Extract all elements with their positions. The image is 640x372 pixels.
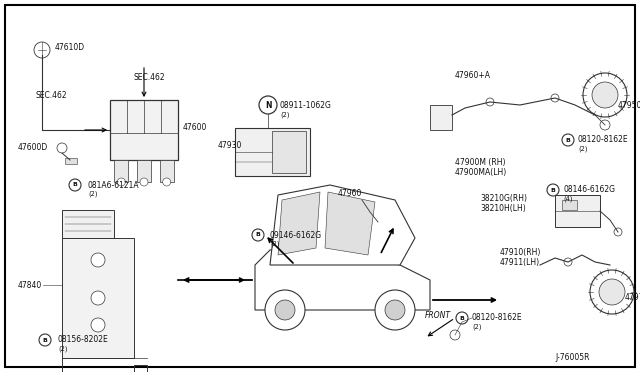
- Circle shape: [592, 82, 618, 108]
- Text: 08911-1062G: 08911-1062G: [280, 100, 332, 109]
- Text: B: B: [566, 138, 570, 142]
- Bar: [562, 200, 577, 210]
- Text: B: B: [43, 337, 47, 343]
- Text: 08120-8162E: 08120-8162E: [472, 314, 523, 323]
- Text: 47930: 47930: [218, 141, 243, 150]
- Bar: [272, 131, 306, 173]
- Text: 47960: 47960: [338, 189, 362, 198]
- Circle shape: [564, 258, 572, 266]
- Text: 08156-8202E: 08156-8202E: [58, 336, 109, 344]
- Circle shape: [252, 229, 264, 241]
- Bar: [115, 160, 129, 182]
- Text: 47600D: 47600D: [18, 144, 48, 153]
- Circle shape: [372, 216, 384, 228]
- Text: 08146-6162G: 08146-6162G: [563, 186, 615, 195]
- Circle shape: [275, 300, 295, 320]
- Circle shape: [600, 120, 610, 130]
- Polygon shape: [255, 248, 430, 310]
- Circle shape: [91, 318, 105, 332]
- Circle shape: [57, 143, 67, 153]
- Polygon shape: [325, 192, 375, 255]
- Text: B: B: [550, 187, 556, 192]
- Bar: [555, 195, 600, 227]
- Circle shape: [91, 253, 105, 267]
- Circle shape: [562, 134, 574, 146]
- Circle shape: [163, 178, 171, 186]
- Polygon shape: [270, 185, 415, 265]
- Text: FRONT: FRONT: [425, 311, 451, 320]
- Bar: [137, 160, 151, 182]
- Text: 47840: 47840: [18, 280, 42, 289]
- Text: B: B: [255, 232, 260, 237]
- Text: SEC.462: SEC.462: [35, 90, 67, 99]
- Text: 47610D: 47610D: [55, 44, 85, 52]
- Circle shape: [456, 312, 468, 324]
- Text: B: B: [460, 315, 465, 321]
- Text: 47600: 47600: [183, 124, 207, 132]
- Text: SEC.462: SEC.462: [133, 74, 164, 83]
- Circle shape: [450, 330, 460, 340]
- Text: 47900MA(LH): 47900MA(LH): [455, 167, 508, 176]
- Circle shape: [599, 279, 625, 305]
- Text: (2): (2): [578, 146, 588, 152]
- Circle shape: [34, 42, 50, 58]
- Circle shape: [259, 96, 277, 114]
- Text: (2): (2): [280, 112, 289, 118]
- Text: (2): (2): [88, 191, 97, 197]
- Bar: [62, 238, 134, 358]
- Text: 47911(LH): 47911(LH): [500, 257, 540, 266]
- Text: (2): (2): [58, 346, 67, 352]
- Text: 47900M (RH): 47900M (RH): [455, 157, 506, 167]
- Bar: [235, 128, 310, 176]
- Text: (4): (4): [563, 196, 573, 202]
- Circle shape: [551, 94, 559, 102]
- Circle shape: [91, 291, 105, 305]
- Circle shape: [583, 73, 627, 117]
- Circle shape: [385, 300, 405, 320]
- Text: 47970: 47970: [625, 294, 640, 302]
- Text: 08120-8162E: 08120-8162E: [578, 135, 628, 144]
- Circle shape: [547, 184, 559, 196]
- Text: 081A6-6121A: 081A6-6121A: [88, 180, 140, 189]
- Text: 47950: 47950: [618, 100, 640, 109]
- Bar: [430, 105, 452, 130]
- Bar: [62, 210, 114, 238]
- Text: (2): (2): [472, 324, 481, 330]
- Bar: [159, 160, 173, 182]
- Circle shape: [614, 228, 622, 236]
- Text: (2): (2): [270, 241, 280, 247]
- Circle shape: [69, 179, 81, 191]
- Text: 47960+A: 47960+A: [455, 71, 491, 80]
- Text: 47910(RH): 47910(RH): [500, 247, 541, 257]
- Bar: [65, 158, 77, 164]
- Circle shape: [486, 98, 494, 106]
- Circle shape: [140, 178, 148, 186]
- Circle shape: [590, 270, 634, 314]
- Polygon shape: [278, 192, 320, 255]
- Text: N: N: [265, 100, 271, 109]
- Circle shape: [117, 178, 125, 186]
- Text: B: B: [72, 183, 77, 187]
- Text: 38210H(LH): 38210H(LH): [480, 203, 525, 212]
- Circle shape: [265, 290, 305, 330]
- Circle shape: [375, 290, 415, 330]
- Bar: [110, 100, 178, 160]
- Text: 38210G(RH): 38210G(RH): [480, 193, 527, 202]
- Text: J-76005R: J-76005R: [555, 353, 589, 362]
- Text: 09146-6162G: 09146-6162G: [270, 231, 322, 240]
- Circle shape: [39, 334, 51, 346]
